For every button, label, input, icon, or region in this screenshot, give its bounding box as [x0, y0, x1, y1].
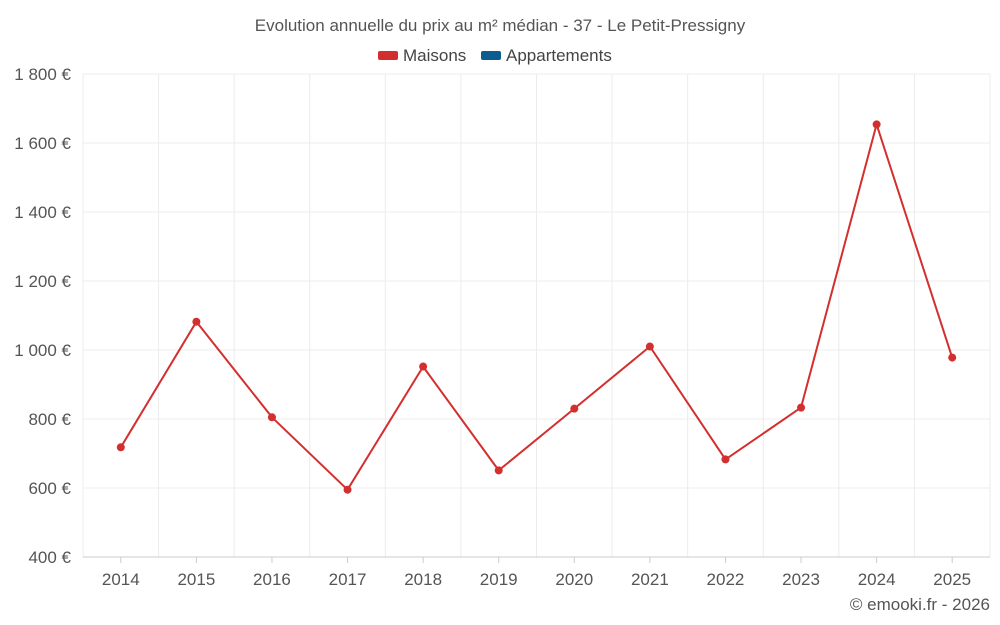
data-point-maisons-2016[interactable]	[267, 413, 276, 422]
y-tick-label: 800 €	[28, 410, 71, 429]
chart-title: Evolution annuelle du prix au m² médian …	[255, 16, 746, 35]
data-point-maisons-2023[interactable]	[797, 403, 806, 412]
x-tick-label: 2016	[253, 570, 291, 589]
x-axis: 2014 2015 2016 2017 2018 2019 2020 2021 2022 2023…	[83, 556, 990, 589]
y-tick-label: 1 000 €	[14, 341, 71, 360]
data-point-maisons-2014[interactable]	[116, 443, 125, 452]
legend-swatch-maisons	[378, 51, 398, 60]
data-point-maisons-2020[interactable]	[570, 404, 579, 413]
x-tick-label: 2024	[858, 570, 896, 589]
x-tick-label: 2021	[631, 570, 669, 589]
legend: Maisons Appartements	[378, 46, 612, 65]
data-point-maisons-2024[interactable]	[872, 120, 881, 129]
legend-item-appartements[interactable]: Appartements	[481, 46, 612, 65]
y-tick-label: 600 €	[28, 479, 71, 498]
x-tick-label: 2022	[707, 570, 745, 589]
x-tick-label: 2023	[782, 570, 820, 589]
x-tick-label: 2018	[404, 570, 442, 589]
grid	[82, 73, 991, 557]
x-tick-label: 2014	[102, 570, 140, 589]
x-tick-label: 2019	[480, 570, 518, 589]
legend-swatch-appartements	[481, 51, 501, 60]
data-point-maisons-2015[interactable]	[192, 317, 201, 326]
y-tick-label: 1 400 €	[14, 203, 71, 222]
legend-label-appartements: Appartements	[506, 46, 612, 65]
x-tick-label: 2020	[555, 570, 593, 589]
series-line-maisons	[119, 123, 954, 491]
data-point-maisons-2019[interactable]	[494, 466, 503, 475]
data-point-maisons-2021[interactable]	[645, 342, 654, 351]
plot-area	[116, 120, 957, 494]
credit-text: © emooki.fr - 2026	[850, 595, 990, 614]
data-point-maisons-2018[interactable]	[419, 362, 428, 371]
y-tick-label: 1 800 €	[14, 65, 71, 84]
data-point-maisons-2017[interactable]	[343, 485, 352, 494]
y-tick-label: 400 €	[28, 548, 71, 567]
y-tick-label: 1 600 €	[14, 134, 71, 153]
legend-item-maisons[interactable]: Maisons	[378, 46, 466, 65]
x-tick-label: 2017	[329, 570, 367, 589]
x-tick-label: 2015	[177, 570, 215, 589]
data-point-maisons-2022[interactable]	[721, 455, 730, 464]
data-point-maisons-2025[interactable]	[948, 353, 957, 362]
legend-label-maisons: Maisons	[403, 46, 466, 65]
y-tick-label: 1 200 €	[14, 272, 71, 291]
x-tick-label: 2025	[933, 570, 971, 589]
y-axis: 400 € 600 € 800 € 1 000 € 1 200 € 1 400 € 1 60…	[14, 65, 71, 567]
